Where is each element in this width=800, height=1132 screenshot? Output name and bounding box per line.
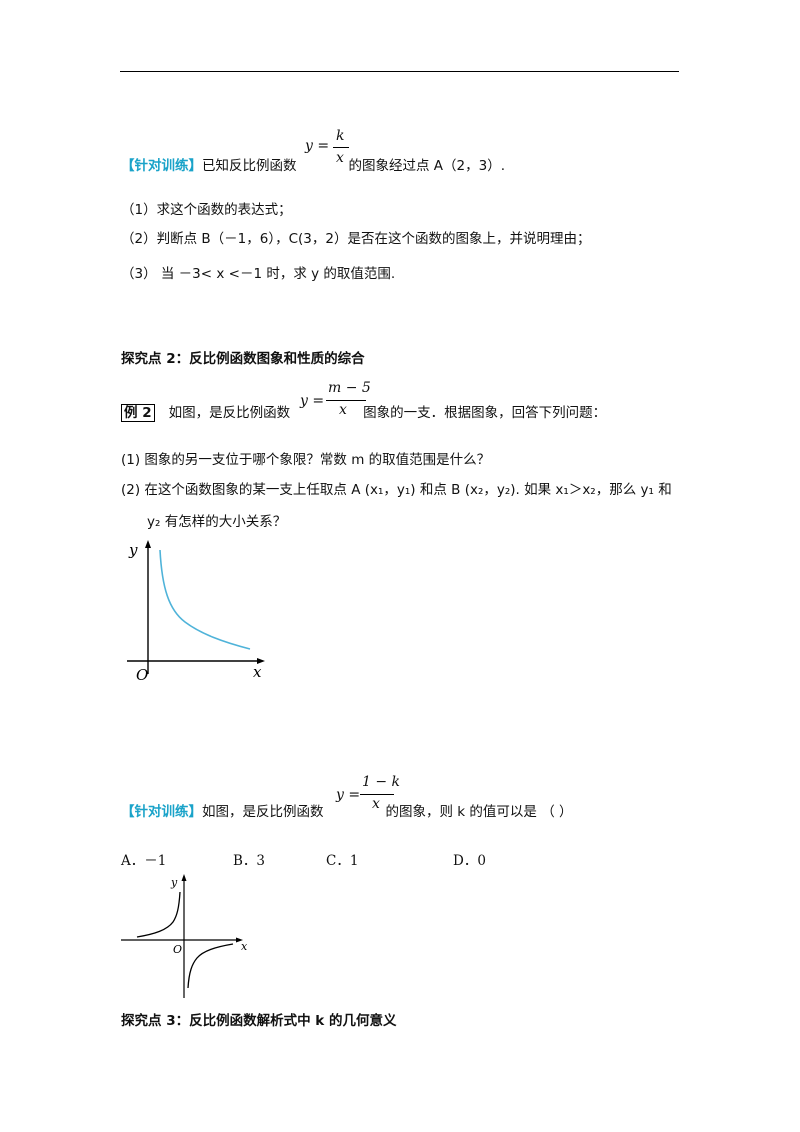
formula-k-over-x: y = k x	[305, 128, 351, 178]
origin-label: O	[173, 943, 182, 956]
practice1-q3: （3） 当 －3< x <－1 时，求 y 的取值范围.	[121, 266, 396, 282]
section2-title: 探究点 2：反比例函数图象和性质的综合	[121, 351, 365, 367]
section3-title: 探究点 3：反比例函数解析式中 k 的几何意义	[121, 1013, 397, 1029]
hyperbola-graph-first-quadrant: y x O	[127, 540, 265, 683]
formula-m-minus-5-over-x: y = m − 5 x	[300, 380, 371, 418]
y-axis-label: y	[128, 541, 138, 559]
option-d: D．0	[453, 853, 486, 869]
hyperbola-curve	[159, 549, 251, 650]
practice1-q1: （1）求这个函数的表达式；	[121, 202, 292, 218]
origin-label: O	[136, 666, 148, 683]
example2-q2-cont: y₂ 有怎样的大小关系？	[147, 514, 287, 530]
hyperbola-graph-second-fourth-quadrant: y x O	[121, 874, 248, 998]
y-axis-label: y	[170, 876, 178, 889]
formula-1-minus-k-over-x: y = 1 − k x	[336, 774, 401, 812]
practice-tag: 【针对训练】	[121, 804, 202, 820]
option-a: A．－1	[121, 853, 167, 869]
practice2-stem: 【针对训练】如图，是反比例函数 的图象，则 k 的值可以是 （ ）	[121, 804, 573, 820]
x-axis-label: x	[241, 940, 248, 953]
header-rule	[120, 71, 679, 72]
example2-stem: 例 2 如图，是反比例函数 图象的一支．根据图象，回答下列问题：	[121, 404, 606, 422]
example-label: 例 2	[121, 404, 155, 422]
example2-q2: (2) 在这个函数图象的某一支上任取点 A (x₁，y₁) 和点 B (x₂，y…	[121, 482, 672, 498]
example2-q1: (1) 图象的另一支位于哪个象限？常数 m 的取值范围是什么？	[121, 452, 491, 468]
option-b: B．3	[233, 853, 266, 869]
practice-tag: 【针对训练】	[121, 158, 202, 174]
option-c: C．1	[326, 853, 359, 869]
hyperbola-branch-lower-right	[187, 943, 234, 989]
practice1-stem: 【针对训练】已知反比例函数 的图象经过点 A（2，3）.	[121, 158, 505, 174]
practice1-q2: （2）判断点 B（－1，6），C(3，2）是否在这个函数的图象上，并说明理由；	[121, 231, 591, 247]
x-axis-label: x	[253, 663, 262, 681]
hyperbola-branch-upper-left	[136, 891, 181, 938]
